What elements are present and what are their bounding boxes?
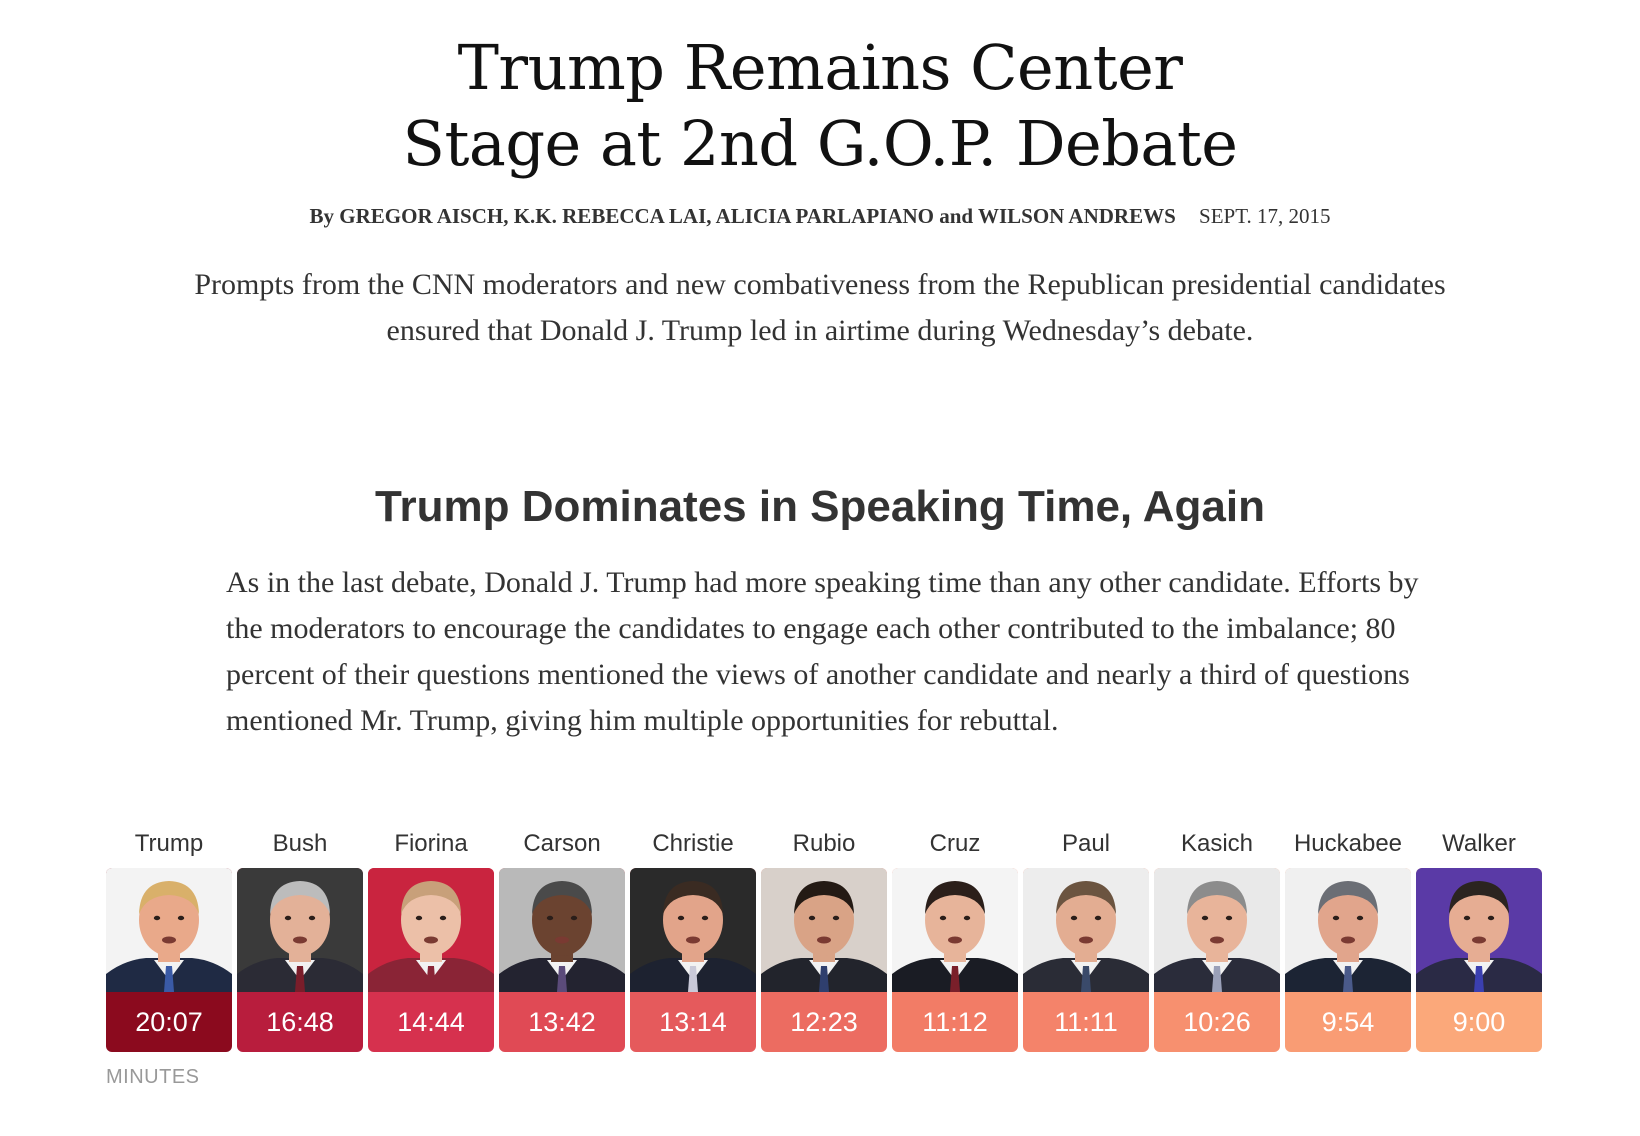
speaking-time-bar-rubio: 12:23 [761,868,887,1052]
byline-row: By GREGOR AISCH, K.K. REBECCA LAI, ALICI… [0,204,1640,229]
candidate-bush: Bush 16:48 [237,830,363,1060]
speaking-time-label-huckabee: 9:54 [1321,1007,1375,1037]
publish-date: SEPT. 17, 2015 [1199,204,1331,228]
speaking-time-label-cruz: 11:12 [922,1007,988,1037]
candidate-huckabee: Huckabee 9:54 [1285,830,1411,1060]
speaking-time-label-paul: 11:11 [1054,1007,1118,1037]
candidate-kasich: Kasich 10:26 [1154,830,1280,1060]
portrait-kasich [1154,868,1280,992]
speaking-time-bar-trump: 20:07 [106,868,232,1052]
section-title: Trump Dominates in Speaking Time, Again [375,482,1265,531]
portrait-huckabee [1285,868,1411,992]
portrait-trump [106,868,232,992]
portrait-cruz [892,868,1018,992]
candidate-name-trump: Trump [134,830,204,857]
speaking-time-bar-bush: 16:48 [237,868,363,1052]
units-label: MINUTES [106,1066,200,1088]
speaking-time-label-carson: 13:42 [528,1007,596,1037]
speaking-time-bar-walker: 9:00 [1416,868,1542,1052]
portrait-fiorina [368,868,494,992]
candidate-name-paul: Paul [1061,830,1111,857]
portrait-carson [499,868,625,992]
speaking-time-label-christie: 13:14 [659,1007,727,1037]
candidate-cruz: Cruz 11:12 [892,830,1018,1060]
speaking-time-chart: MINUTES Trump 20:07 Bush 16:48 Fiorina 14:44 C… [106,830,1542,1088]
article-summary: Prompts from the CNN moderators and new … [194,268,1446,347]
candidate-christie: Christie 13:14 [630,830,756,1060]
speaking-time-label-bush: 16:48 [266,1007,334,1037]
speaking-time-bar-kasich: 10:26 [1154,868,1280,1052]
portrait-rubio [761,868,887,992]
speaking-time-label-walker: 9:00 [1452,1007,1506,1037]
portrait-walker [1416,868,1542,992]
candidate-name-christie: Christie [652,830,734,857]
headline-line-2: Stage at 2nd G.O.P. Debate [402,107,1238,180]
candidate-name-walker: Walker [1442,830,1516,857]
candidate-paul: Paul 11:11 [1023,830,1149,1060]
speaking-time-bar-huckabee: 9:54 [1285,868,1411,1052]
candidate-name-cruz: Cruz [929,830,981,857]
section-body: As in the last debate, Donald J. Trump h… [226,566,1419,737]
portrait-paul [1023,868,1149,992]
candidate-fiorina: Fiorina 14:44 [368,830,494,1060]
speaking-time-bar-christie: 13:14 [630,868,756,1052]
speaking-time-bar-cruz: 11:12 [892,868,1018,1052]
portrait-christie [630,868,756,992]
byline: By GREGOR AISCH, K.K. REBECCA LAI, ALICI… [309,204,1176,228]
candidate-name-carson: Carson [523,830,601,857]
portrait-bush [237,868,363,992]
candidate-name-huckabee: Huckabee [1293,830,1403,857]
candidate-name-rubio: Rubio [792,830,856,857]
speaking-time-bar-fiorina: 14:44 [368,868,494,1052]
speaking-time-bar-paul: 11:11 [1023,868,1149,1052]
candidate-carson: Carson 13:42 [499,830,625,1060]
candidate-trump: Trump 20:07 [106,830,232,1060]
speaking-time-label-rubio: 12:23 [790,1007,858,1037]
speaking-time-label-kasich: 10:26 [1183,1007,1251,1037]
speaking-time-label-trump: 20:07 [135,1007,203,1037]
candidate-walker: Walker 9:00 [1416,830,1542,1060]
candidate-rubio: Rubio 12:23 [761,830,887,1060]
speaking-time-label-fiorina: 14:44 [397,1007,465,1037]
candidate-name-kasich: Kasich [1180,830,1254,857]
headline: Trump Remains Center Stage at 2nd G.O.P.… [0,30,1640,182]
headline-line-1: Trump Remains Center [457,31,1183,104]
candidate-name-fiorina: Fiorina [394,830,468,857]
speaking-time-bar-carson: 13:42 [499,868,625,1052]
candidate-name-bush: Bush [272,830,328,857]
